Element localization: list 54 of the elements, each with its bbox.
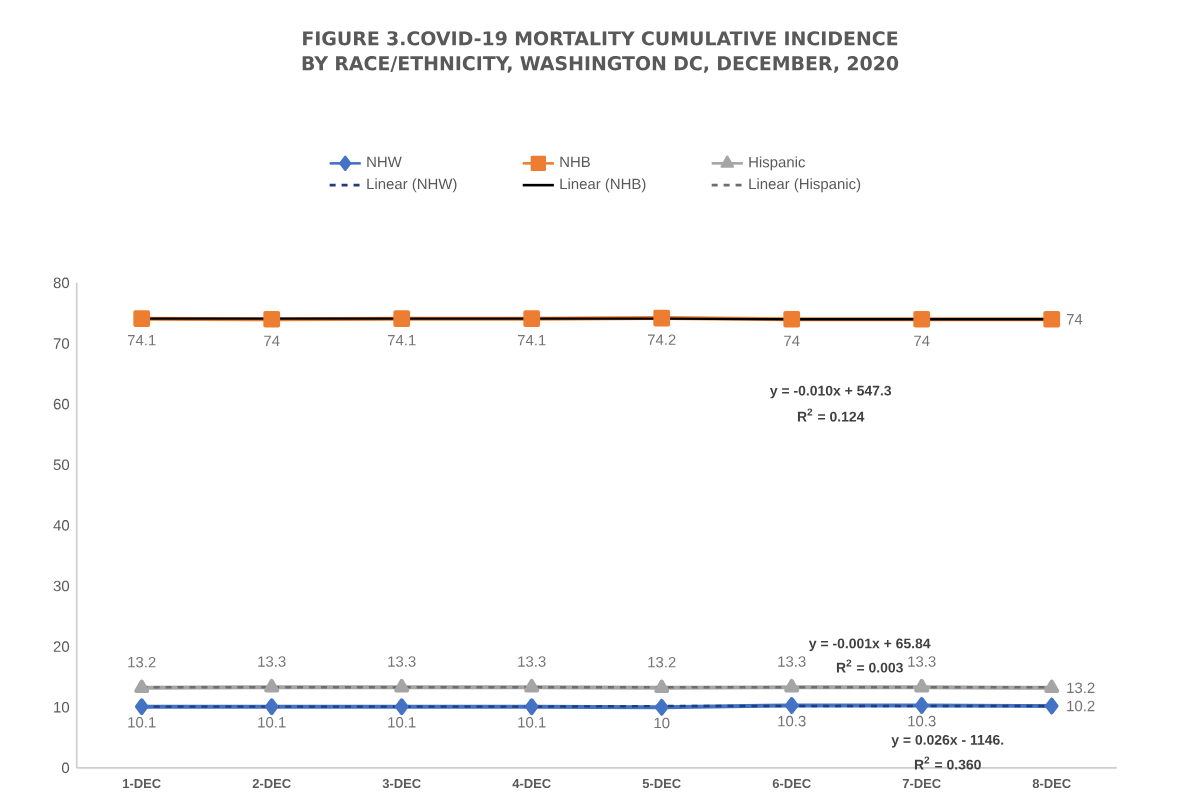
legend-label: NHB: [560, 156, 590, 168]
x-tick-label: 7-DEC: [902, 779, 941, 789]
data-label: 10.3: [778, 715, 806, 727]
data-label: 10.1: [388, 717, 416, 728]
x-tick-label: 5-DEC: [642, 779, 681, 789]
data-label: 13.3: [388, 656, 416, 667]
y-tick-label: 40: [53, 520, 70, 531]
data-label: 13.2: [648, 657, 676, 668]
annotation: R$^{2}$ = 0.124: [797, 408, 865, 422]
y-tick-label: 0: [61, 762, 70, 774]
data-label: 74: [914, 335, 930, 347]
annotation: R$^{2}$ = 0.003: [836, 659, 903, 673]
data-label: 13.2: [1067, 682, 1095, 694]
y-tick-label: 60: [53, 398, 70, 410]
data-label: 74: [264, 335, 280, 347]
data-label: 13.3: [778, 656, 806, 667]
legend-label: Linear (Hispanic): [749, 178, 861, 193]
x-tick-label: 6-DEC: [772, 779, 811, 789]
data-label: 74: [1066, 314, 1083, 325]
data-label: 74.1: [387, 335, 416, 346]
annotation: y = 0.026x - 1146.: [891, 735, 1004, 748]
legend-label: NHW: [367, 156, 402, 168]
data-label: 10: [654, 717, 670, 729]
annotation: y = -0.010x + 547.3: [769, 385, 892, 399]
chart-title: FIGURE 3.COVID-19 MORTALITY CUMULATIVE INCIDENCE BY RACE/ETHNICITY, WASHINGTON DC, DECEMBER, 2020: [302, 31, 899, 73]
x-tick-label: 1-DEC: [123, 779, 161, 789]
y-tick-label: 30: [53, 580, 70, 592]
data-label: 10.1: [518, 717, 546, 728]
data-label: 13.3: [908, 656, 936, 667]
data-label: 13.2: [128, 657, 156, 668]
legend-label: Linear (NHW): [367, 178, 457, 193]
data-label: 13.3: [518, 656, 546, 667]
x-tick-label: 4-DEC: [512, 779, 551, 789]
y-tick-label: 10: [54, 702, 70, 713]
data-label: 74: [784, 335, 800, 347]
data-label: 74.1: [127, 335, 156, 346]
data-label: 74.1: [517, 335, 546, 346]
data-label: 10.2: [1067, 700, 1095, 712]
y-tick-label: 20: [53, 641, 70, 653]
annotation: y = -0.001x + 65.84: [808, 638, 931, 652]
annotation: R$^{2}$ = 0.360: [914, 756, 981, 770]
x-tick-label: 3-DEC: [382, 779, 421, 789]
y-tick-label: 50: [53, 459, 70, 471]
data-label: 13.3: [258, 656, 286, 667]
data-label: 10.1: [128, 717, 156, 728]
y-tick-label: 80: [53, 277, 70, 289]
x-tick-label: 8-DEC: [1032, 779, 1071, 789]
data-label: 74.2: [647, 334, 676, 345]
legend-label: Linear (NHB): [560, 178, 646, 193]
y-tick-label: 70: [53, 338, 70, 349]
data-label: 10.1: [258, 717, 286, 728]
data-label: 10.3: [908, 715, 936, 727]
legend-label: Hispanic: [749, 156, 806, 171]
x-tick-label: 2-DEC: [252, 779, 291, 789]
